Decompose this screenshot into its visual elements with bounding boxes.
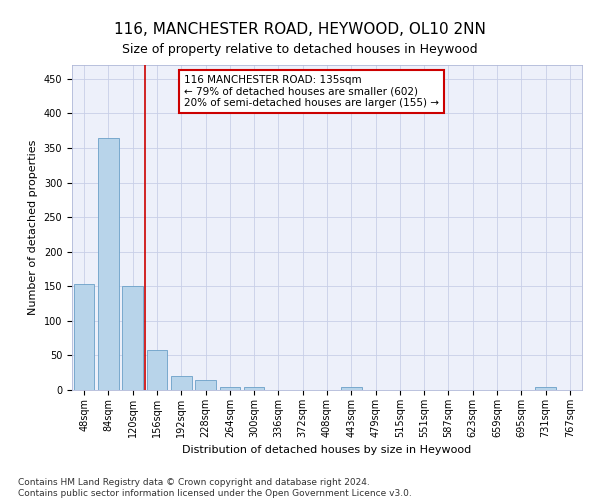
Text: 116 MANCHESTER ROAD: 135sqm
← 79% of detached houses are smaller (602)
20% of se: 116 MANCHESTER ROAD: 135sqm ← 79% of det… <box>184 74 439 108</box>
Bar <box>171 376 191 390</box>
Bar <box>341 386 362 390</box>
Bar <box>195 380 216 390</box>
X-axis label: Distribution of detached houses by size in Heywood: Distribution of detached houses by size … <box>182 446 472 456</box>
Bar <box>98 138 119 390</box>
Bar <box>535 387 556 390</box>
Bar <box>146 350 167 390</box>
Bar <box>122 286 143 390</box>
Text: Size of property relative to detached houses in Heywood: Size of property relative to detached ho… <box>122 42 478 56</box>
Y-axis label: Number of detached properties: Number of detached properties <box>28 140 38 315</box>
Bar <box>220 386 240 390</box>
Bar <box>244 387 265 390</box>
Text: Contains HM Land Registry data © Crown copyright and database right 2024.
Contai: Contains HM Land Registry data © Crown c… <box>18 478 412 498</box>
Bar <box>74 284 94 390</box>
Text: 116, MANCHESTER ROAD, HEYWOOD, OL10 2NN: 116, MANCHESTER ROAD, HEYWOOD, OL10 2NN <box>114 22 486 38</box>
